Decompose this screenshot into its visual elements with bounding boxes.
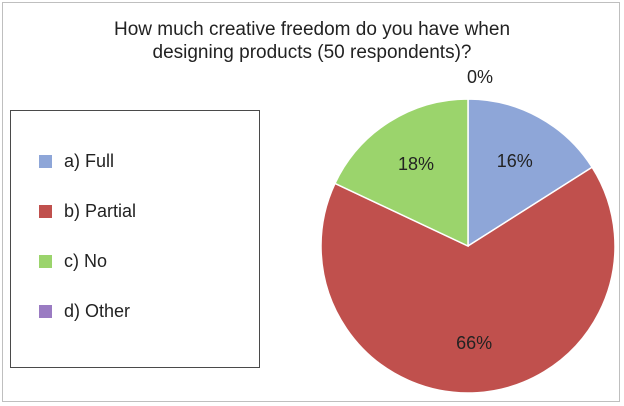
pie-slice-no xyxy=(333,98,469,248)
legend-label-other: d) Other xyxy=(64,300,131,321)
pie-label-partial: 66% xyxy=(456,333,492,353)
legend-label-partial: b) Partial xyxy=(64,200,137,221)
legend-swatch-full xyxy=(39,154,52,168)
legend-label-no: c) No xyxy=(64,250,108,271)
pie-label-no: 18% xyxy=(398,154,434,174)
legend-swatch-other xyxy=(39,304,52,318)
legend-item-partial: b) Partial xyxy=(39,199,136,223)
pie-label-full: 16% xyxy=(497,151,533,171)
pie-slice-partial xyxy=(320,166,616,394)
pie-label-other: 0% xyxy=(467,67,493,87)
legend-item-full: a) Full xyxy=(39,149,114,173)
legend-swatch-no xyxy=(39,254,52,268)
legend-item-no: c) No xyxy=(39,249,107,273)
legend-item-other: d) Other xyxy=(39,299,130,323)
legend-swatch-partial xyxy=(39,204,52,218)
legend-label-full: a) Full xyxy=(64,150,115,171)
chart-title: How much creative freedom do you have wh… xyxy=(113,19,511,63)
pie-slice-full xyxy=(467,98,594,248)
chart-legend: a) Full b) Partial c) No d) Other xyxy=(10,110,260,368)
